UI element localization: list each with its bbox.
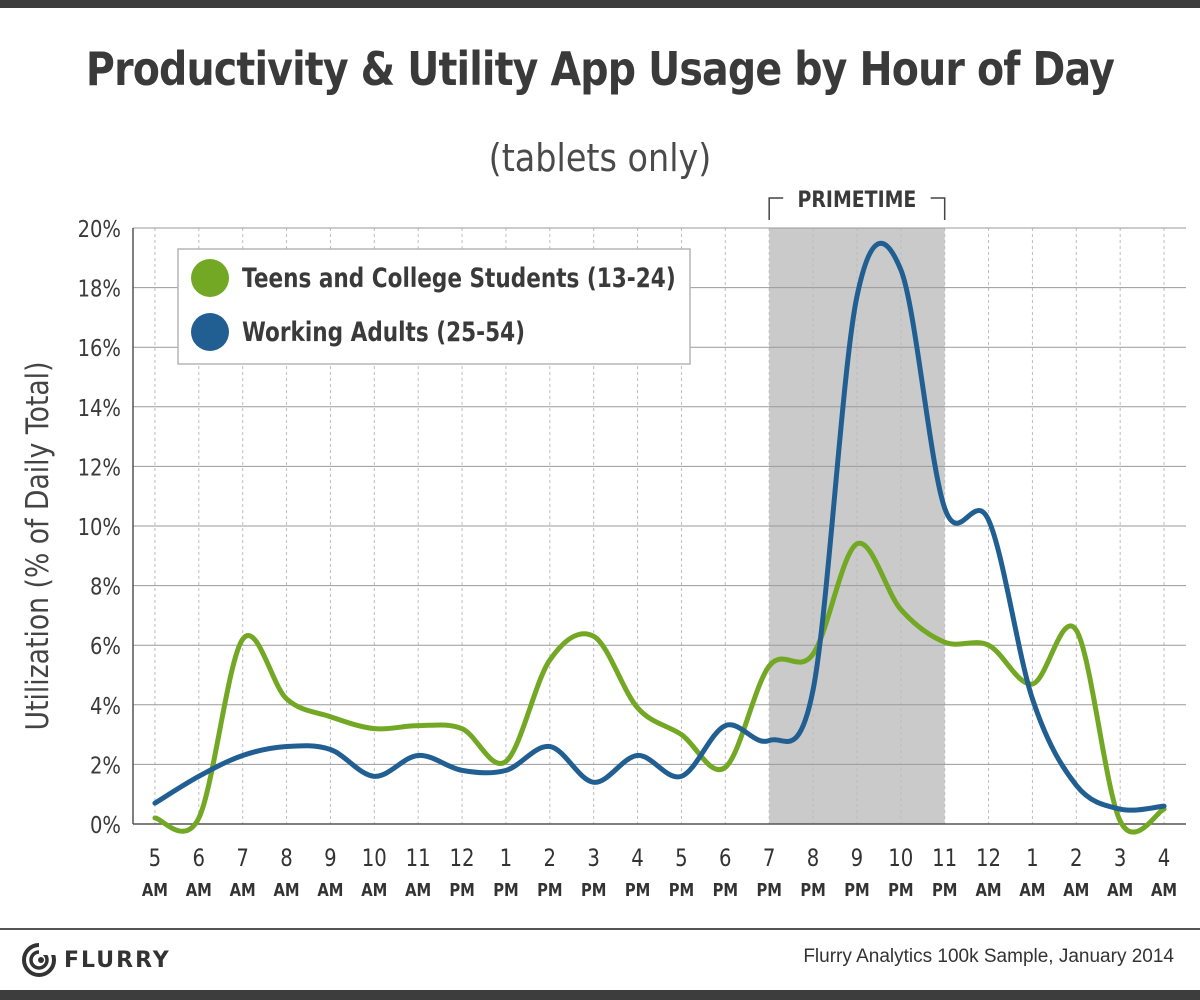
- x-tick-period: PM: [493, 880, 518, 901]
- y-tick-label: 18%: [78, 276, 121, 303]
- x-tick-period: PM: [800, 880, 825, 901]
- primetime-label: PRIMETIME: [798, 187, 917, 213]
- y-tick-label: 4%: [90, 693, 121, 720]
- legend-box: [177, 248, 691, 365]
- brand-name: FLURRY: [64, 947, 171, 973]
- top-border: [0, 0, 1200, 8]
- x-tick-hour: 1: [1026, 845, 1039, 872]
- y-tick-label: 12%: [78, 455, 121, 482]
- x-tick-hour: 12: [450, 845, 475, 872]
- series-line-teens: [152, 540, 1167, 835]
- y-tick-label: 20%: [78, 217, 121, 244]
- x-tick-hour: 2: [1070, 845, 1083, 872]
- x-tick-hour: 11: [406, 845, 431, 872]
- line-chart: 0% 2% 4% 6% 8% 10% 12% 14% 16% 18% 20% 5 AM 6 AM 7 AM 8 AM…: [19, 187, 1186, 901]
- x-tick-period: AM: [1107, 880, 1133, 901]
- legend-label: Teens and College Students (13-24): [242, 262, 676, 294]
- x-tick-hour: 7: [236, 845, 249, 872]
- x-tick-period: AM: [976, 880, 1002, 901]
- x-tick-period: AM: [405, 880, 431, 901]
- flurry-swirl-icon: [22, 943, 56, 977]
- x-tick-period: PM: [581, 880, 606, 901]
- y-tick-label: 6%: [90, 634, 121, 661]
- x-tick-hour: 3: [587, 845, 600, 872]
- x-tick-hour: 4: [1158, 845, 1171, 872]
- flurry-logo: FLURRY: [22, 940, 171, 980]
- x-tick-period: AM: [1151, 880, 1177, 901]
- x-tick-period: PM: [537, 880, 562, 901]
- y-axis-label: Utilization (% of Daily Total): [19, 362, 55, 731]
- x-tick-hour: 8: [807, 845, 820, 872]
- x-tick-hour: 5: [675, 845, 688, 872]
- legend-marker-teens: [191, 259, 229, 297]
- x-tick-period: PM: [625, 880, 650, 901]
- x-tick-hour: 3: [1114, 845, 1127, 872]
- y-tick-label: 0%: [90, 813, 121, 840]
- footer-divider: [0, 928, 1200, 930]
- x-tick-period: AM: [361, 880, 387, 901]
- y-tick-label: 8%: [90, 574, 121, 601]
- x-tick-hour: 9: [851, 845, 864, 872]
- legend-marker-adults: [191, 313, 229, 351]
- x-tick-period: AM: [142, 880, 168, 901]
- primetime-bracket-left: [768, 197, 784, 220]
- x-tick-hour: 9: [324, 845, 337, 872]
- x-tick-period: AM: [317, 880, 343, 901]
- x-tick-period: PM: [888, 880, 913, 901]
- y-tick-label: 10%: [78, 515, 121, 542]
- y-tick-label: 14%: [78, 395, 121, 422]
- x-tick-hour: 4: [631, 845, 644, 872]
- x-tick-period: PM: [844, 880, 869, 901]
- x-tick-period: PM: [756, 880, 781, 901]
- x-tick-hour: 12: [976, 845, 1001, 872]
- x-tick-hour: 11: [932, 845, 957, 872]
- x-tick-hour: 10: [888, 845, 913, 872]
- x-tick-period: PM: [669, 880, 694, 901]
- y-tick-label: 16%: [78, 336, 121, 363]
- x-tick-hour: 2: [544, 845, 557, 872]
- x-tick-hour: 6: [719, 845, 732, 872]
- y-tick-label: 2%: [90, 753, 121, 780]
- source-note: Flurry Analytics 100k Sample, January 20…: [803, 946, 1174, 967]
- x-tick-period: AM: [1019, 880, 1045, 901]
- x-tick-hour: 5: [149, 845, 162, 872]
- x-tick-hour: 10: [362, 845, 387, 872]
- x-tick-period: AM: [1063, 880, 1089, 901]
- x-tick-period: PM: [932, 880, 957, 901]
- x-tick-period: PM: [713, 880, 738, 901]
- legend-label: Working Adults (25-54): [242, 316, 525, 348]
- x-tick-period: AM: [230, 880, 256, 901]
- chart-title: Productivity & Utility App Usage by Hour…: [85, 42, 1115, 96]
- x-tick-hour: 1: [500, 845, 513, 872]
- x-tick-hour: 8: [280, 845, 293, 872]
- x-tick-hour: 7: [763, 845, 776, 872]
- bottom-border: [0, 990, 1200, 1000]
- x-tick-hour: 6: [193, 845, 206, 872]
- series-line-adults: [152, 241, 1167, 813]
- primetime-bracket-right: [930, 197, 946, 220]
- x-tick-period: PM: [449, 880, 474, 901]
- chart-subtitle: (tablets only): [488, 136, 712, 180]
- x-tick-period: AM: [186, 880, 212, 901]
- x-tick-period: AM: [274, 880, 300, 901]
